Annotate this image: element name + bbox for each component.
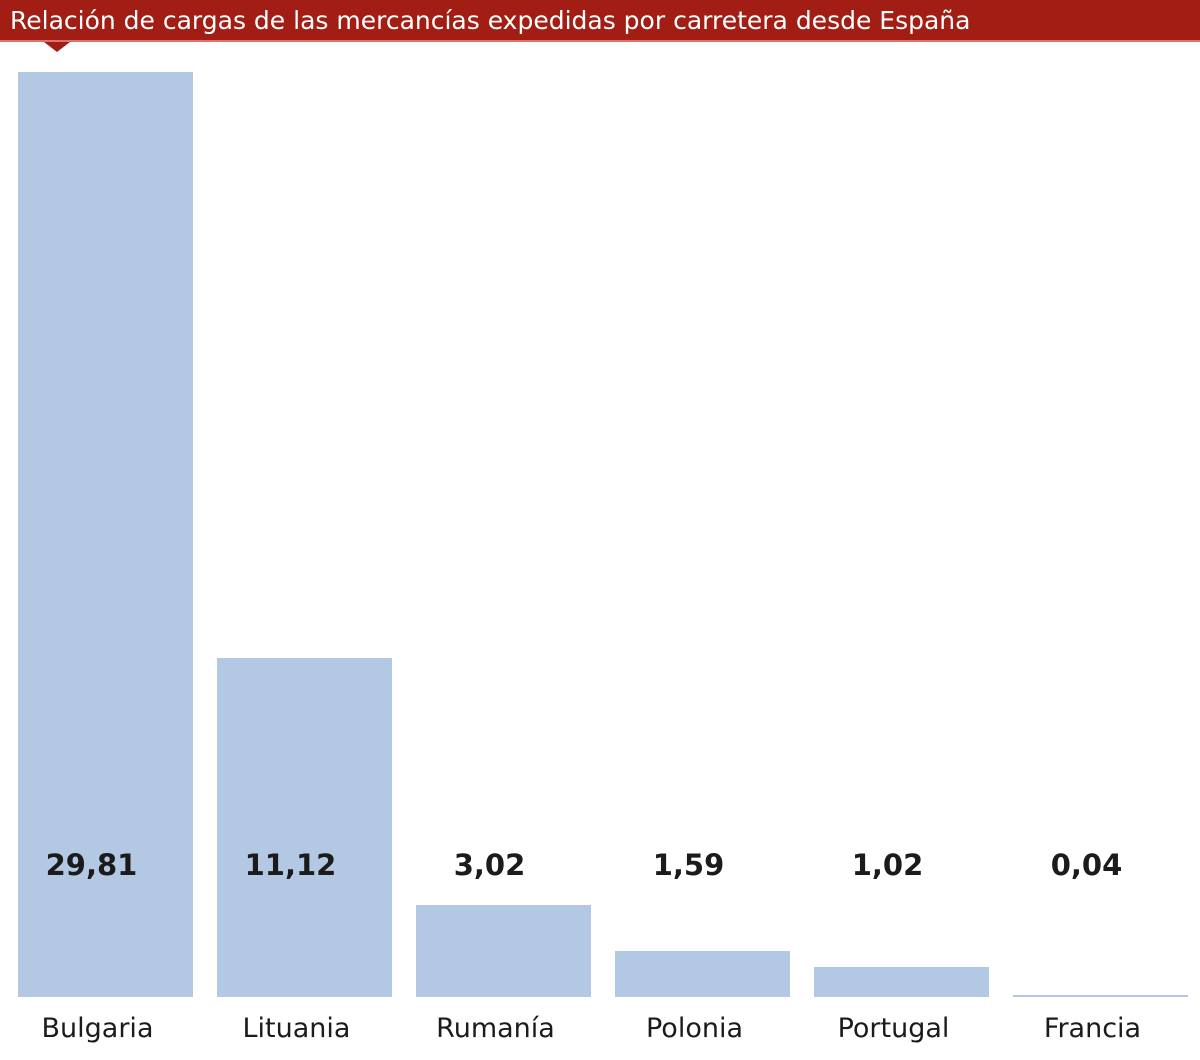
bar-rumanía (416, 905, 591, 997)
chart-title-bar: Relación de cargas de las mercancías exp… (0, 0, 1200, 42)
title-pointer-arrow (44, 42, 70, 52)
category-label: Polonia (645, 1013, 744, 1044)
category-label: Rumanía (436, 1013, 555, 1044)
bar-bulgaria (18, 72, 193, 997)
category-label: Bulgaria (41, 1013, 154, 1044)
bar-lituania (217, 658, 392, 997)
bar-value-label: 11,12 (244, 848, 337, 882)
category-label: Lituania (242, 1013, 351, 1044)
bar-polonia (615, 951, 790, 997)
bar-francia (1013, 995, 1188, 997)
bar-value-label: 1,59 (652, 848, 725, 882)
category-label: Francia (1043, 1013, 1142, 1044)
bar-value-label: 29,81 (45, 848, 138, 882)
bar-value-label: 0,04 (1050, 848, 1123, 882)
category-label: Portugal (837, 1013, 950, 1044)
bar-portugal (814, 967, 989, 997)
chart-title: Relación de cargas de las mercancías exp… (10, 6, 971, 35)
bar-value-label: 1,02 (851, 848, 924, 882)
bar-value-label: 3,02 (453, 848, 526, 882)
